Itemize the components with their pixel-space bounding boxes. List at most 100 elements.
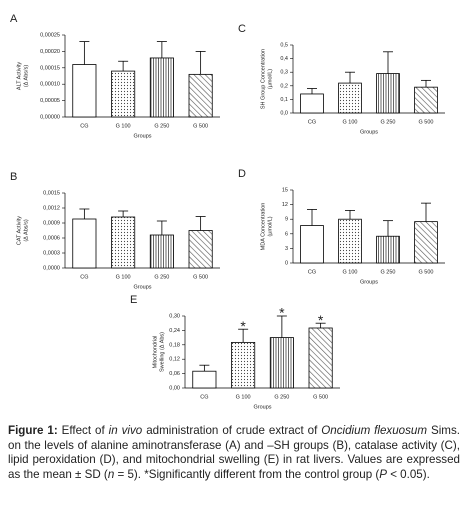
panel: E 0,00 0,06 0,12 0,18 0,24 0,30 Mitochondrial Sw… [130, 294, 340, 410]
x-tick-label: G 500 [419, 269, 434, 275]
caption-text: administration of crude extract of [142, 424, 322, 437]
bar [414, 86, 438, 114]
x-tick-label: G 100 [116, 274, 131, 280]
y-tick-label: 0,0012 [43, 205, 60, 211]
bar [300, 225, 324, 264]
bar [414, 221, 438, 264]
y-tick-label: 0,24 [169, 328, 180, 334]
x-tick-label: G 250 [154, 123, 169, 129]
bar [300, 93, 324, 114]
y-tick-label: 0,3 [280, 70, 288, 76]
y-tick-label: 3 [285, 246, 288, 252]
y-tick-label: 0,0000 [43, 265, 60, 271]
caption: Figure 1: Effect of in vivo administrati… [8, 424, 460, 482]
caption-text: Oncidium flexuosum [321, 424, 428, 437]
y-tick-label: 0,0015 [43, 190, 60, 196]
significance-mark: * [318, 312, 324, 328]
y-tick-label: 0,0009 [43, 220, 60, 226]
y-axis-label: (µmol/L) [267, 69, 273, 89]
caption-text: < 0.05). [386, 467, 430, 481]
x-axis-label: Groups [133, 284, 151, 290]
panel: C 0,0 0,1 0,2 0,3 0,4 0,5 SH Group Concentratio… [238, 23, 445, 135]
x-tick-label: CG [80, 123, 88, 129]
y-tick-label: 6 [285, 231, 288, 237]
x-tick-label: G 100 [343, 269, 358, 275]
bar [72, 218, 97, 269]
y-axis-label: MDA Concentration [260, 203, 266, 251]
y-tick-label: 0,0003 [43, 250, 60, 256]
y-tick-label: 0,0006 [43, 235, 60, 241]
x-tick-label: G 500 [193, 274, 208, 280]
caption-text: P [379, 467, 387, 481]
bar [376, 73, 400, 114]
panel: A 0,00000 0,00005 0,00010 0,00015 0,00020 0,00… [10, 13, 220, 139]
y-tick-label: 12 [282, 202, 288, 208]
x-tick-label: G 500 [419, 119, 434, 125]
bar [149, 234, 174, 269]
y-axis-label: ALT Activity [16, 62, 22, 90]
panel: D 0 3 6 9 12 15 MDA Concentration (µmol/L) Groups… [238, 168, 445, 285]
caption-text: Figure 1: [8, 424, 58, 437]
bar [376, 235, 400, 264]
y-axis-label: (µmol/L) [267, 216, 273, 236]
bar [188, 230, 213, 269]
y-tick-label: 15 [282, 187, 288, 193]
y-axis-label: (Δ Abs/s) [23, 219, 29, 241]
y-tick-label: 0,12 [169, 357, 180, 363]
y-tick-label: 0,00005 [40, 98, 60, 104]
caption-text: n [107, 467, 115, 481]
panel-label: A [10, 13, 18, 25]
bar [188, 73, 213, 118]
x-tick-label: CG [308, 119, 316, 125]
y-tick-label: 0,00000 [40, 114, 60, 120]
y-tick-label: 0,5 [280, 42, 288, 48]
bar [338, 82, 362, 114]
x-tick-label: G 250 [381, 269, 396, 275]
y-tick-label: 0,00015 [40, 65, 60, 71]
x-tick-label: CG [308, 269, 316, 275]
x-tick-label: G 100 [116, 123, 131, 129]
panel: B 0,0000 0,0003 0,0006 0,0009 0,0012 0,0015 CAT… [10, 171, 220, 290]
y-tick-label: 0,00025 [40, 32, 60, 38]
bar [149, 57, 174, 118]
bar [111, 70, 136, 118]
y-tick-label: 0 [285, 260, 288, 266]
y-tick-label: 0,0 [280, 110, 288, 116]
x-tick-label: G 250 [154, 274, 169, 280]
y-tick-label: 0,4 [280, 56, 288, 62]
x-tick-label: G 250 [381, 119, 396, 125]
panel-label: E [130, 294, 137, 306]
x-tick-label: G 500 [313, 394, 328, 400]
y-tick-label: 0,2 [280, 83, 288, 89]
x-axis-label: Groups [360, 279, 378, 285]
panel-label: D [238, 168, 246, 180]
y-axis-label: (Δ Abs/s) [23, 65, 29, 87]
x-tick-label: G 500 [193, 123, 208, 129]
bar [231, 341, 256, 389]
x-tick-label: CG [80, 274, 88, 280]
figure: A0,000000,000050,000100,000150,000200,00… [10, 13, 445, 410]
x-tick-label: G 100 [236, 394, 251, 400]
x-tick-label: G 100 [343, 119, 358, 125]
bar [72, 64, 97, 118]
x-tick-label: G 250 [274, 394, 289, 400]
y-tick-label: 9 [285, 217, 288, 223]
x-axis-label: Groups [253, 404, 271, 410]
caption-text: Sims. on the levels of alanine aminotran… [8, 424, 460, 481]
caption-text: in vivo [108, 424, 143, 437]
x-axis-label: Groups [360, 129, 378, 135]
y-tick-label: 0,06 [169, 371, 180, 377]
y-axis-label: Swelling (Δ Abs) [159, 332, 165, 372]
y-tick-label: 0,00 [169, 385, 180, 391]
y-tick-label: 0,00020 [40, 49, 60, 55]
y-tick-label: 0,30 [169, 313, 180, 319]
significance-mark: * [240, 318, 246, 334]
y-tick-label: 0,00010 [40, 82, 60, 88]
significance-mark: * [279, 305, 285, 321]
panel-label: C [238, 23, 246, 35]
caption-text: = 5). *Significantly different from the … [114, 467, 380, 481]
caption-text: Effect of [57, 424, 109, 437]
panel-label: B [10, 171, 17, 183]
bar [269, 337, 294, 389]
